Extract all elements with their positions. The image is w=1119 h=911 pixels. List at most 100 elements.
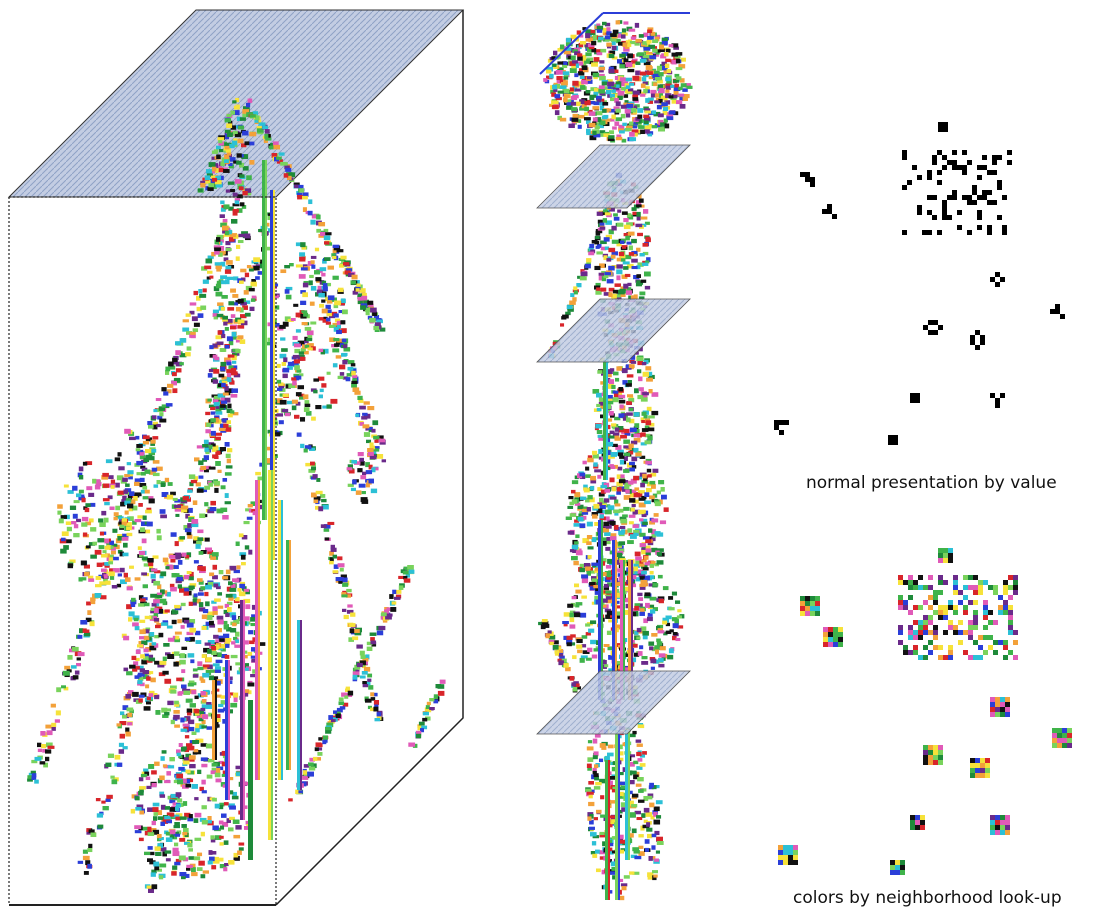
box-mark: [351, 382, 357, 388]
box-mark: [166, 494, 174, 500]
column-mark: [615, 101, 621, 107]
box-mark: [252, 511, 258, 516]
column-mark: [568, 99, 574, 103]
box-mark: [189, 755, 196, 760]
box-mark: [169, 757, 175, 762]
box-mark: [186, 867, 191, 871]
box-mark: [213, 369, 220, 374]
column-mark: [647, 374, 655, 380]
box-mark: [332, 297, 337, 302]
box-mark: [154, 660, 160, 665]
column-mark: [604, 272, 612, 276]
box-mark: [200, 743, 208, 747]
box-mark: [85, 860, 91, 866]
column-mark: [554, 110, 560, 116]
box-mark: [104, 502, 110, 506]
box-mark: [234, 179, 242, 184]
column-mark: [565, 47, 572, 51]
column-mark: [578, 68, 584, 72]
box-mark: [156, 594, 163, 599]
column-mark: [619, 525, 626, 530]
column-mark: [614, 98, 619, 103]
box-mark: [198, 718, 204, 722]
box-mark: [180, 728, 188, 732]
box-mark: [332, 248, 337, 254]
box-mark: [206, 774, 213, 779]
box-mark: [220, 404, 226, 408]
box-mark: [41, 744, 47, 749]
column-mark: [636, 211, 641, 217]
box-mark: [367, 300, 374, 305]
box-mark: [324, 241, 330, 245]
box-mark: [417, 725, 422, 731]
box-mark: [212, 606, 218, 611]
box-mark: [374, 718, 381, 722]
box-mark: [267, 337, 273, 342]
box-mark: [300, 290, 306, 294]
box-mark: [322, 735, 328, 740]
column-mark: [602, 86, 608, 90]
column-mark: [577, 53, 583, 57]
box-bar: [286, 540, 289, 770]
box-mark: [135, 448, 141, 452]
column-mark: [616, 474, 623, 479]
box-mark: [27, 778, 33, 782]
column-mark: [634, 509, 640, 515]
box-mark: [31, 776, 37, 780]
column-mark: [609, 775, 616, 780]
box-mark: [331, 253, 336, 257]
box-mark: [73, 500, 80, 504]
box-mark: [174, 700, 179, 705]
column-mark: [632, 793, 639, 798]
box-mark: [87, 863, 92, 869]
box-mark: [188, 680, 195, 684]
box-mark: [315, 757, 322, 761]
box-mark: [325, 321, 331, 325]
column-mark: [644, 548, 652, 553]
box-mark: [196, 445, 204, 449]
column-mark: [642, 630, 649, 636]
box-mark: [237, 319, 245, 324]
box-mark: [211, 448, 217, 452]
column-mark: [639, 560, 644, 566]
box-mark: [338, 579, 343, 584]
box-mark: [242, 166, 249, 171]
box-mark: [149, 615, 154, 620]
column-mark: [585, 788, 592, 792]
box-mark: [228, 301, 235, 306]
box-mark: [235, 97, 240, 103]
column-mark: [654, 70, 660, 76]
box-mark: [150, 439, 156, 444]
box-mark: [232, 578, 239, 582]
column-mark: [651, 392, 659, 397]
box-mark: [228, 581, 233, 586]
box-mark: [238, 233, 245, 238]
column-mark: [605, 220, 612, 225]
box-mark: [429, 707, 435, 711]
column-mark: [618, 751, 624, 756]
box-mark: [339, 364, 346, 370]
box-mark: [224, 135, 229, 140]
column-mark: [638, 851, 645, 856]
box-mark: [289, 172, 296, 178]
box-mark: [172, 847, 179, 852]
box-mark: [147, 496, 154, 500]
column-mark: [581, 574, 589, 579]
column-mark: [634, 487, 640, 491]
box-mark: [125, 731, 131, 737]
box-mark: [88, 578, 95, 582]
column-mark: [612, 397, 619, 403]
column-mark: [637, 394, 644, 400]
box-mark: [320, 524, 327, 528]
box-mark: [73, 533, 80, 538]
column-mark: [617, 568, 622, 573]
column-mark: [673, 87, 681, 92]
column-mark: [651, 533, 657, 538]
box-mark: [216, 767, 221, 773]
column-mark: [677, 609, 682, 613]
box-mark: [124, 522, 132, 527]
column-mark: [582, 650, 590, 654]
box-mark: [198, 709, 204, 715]
box-mark: [134, 825, 142, 830]
